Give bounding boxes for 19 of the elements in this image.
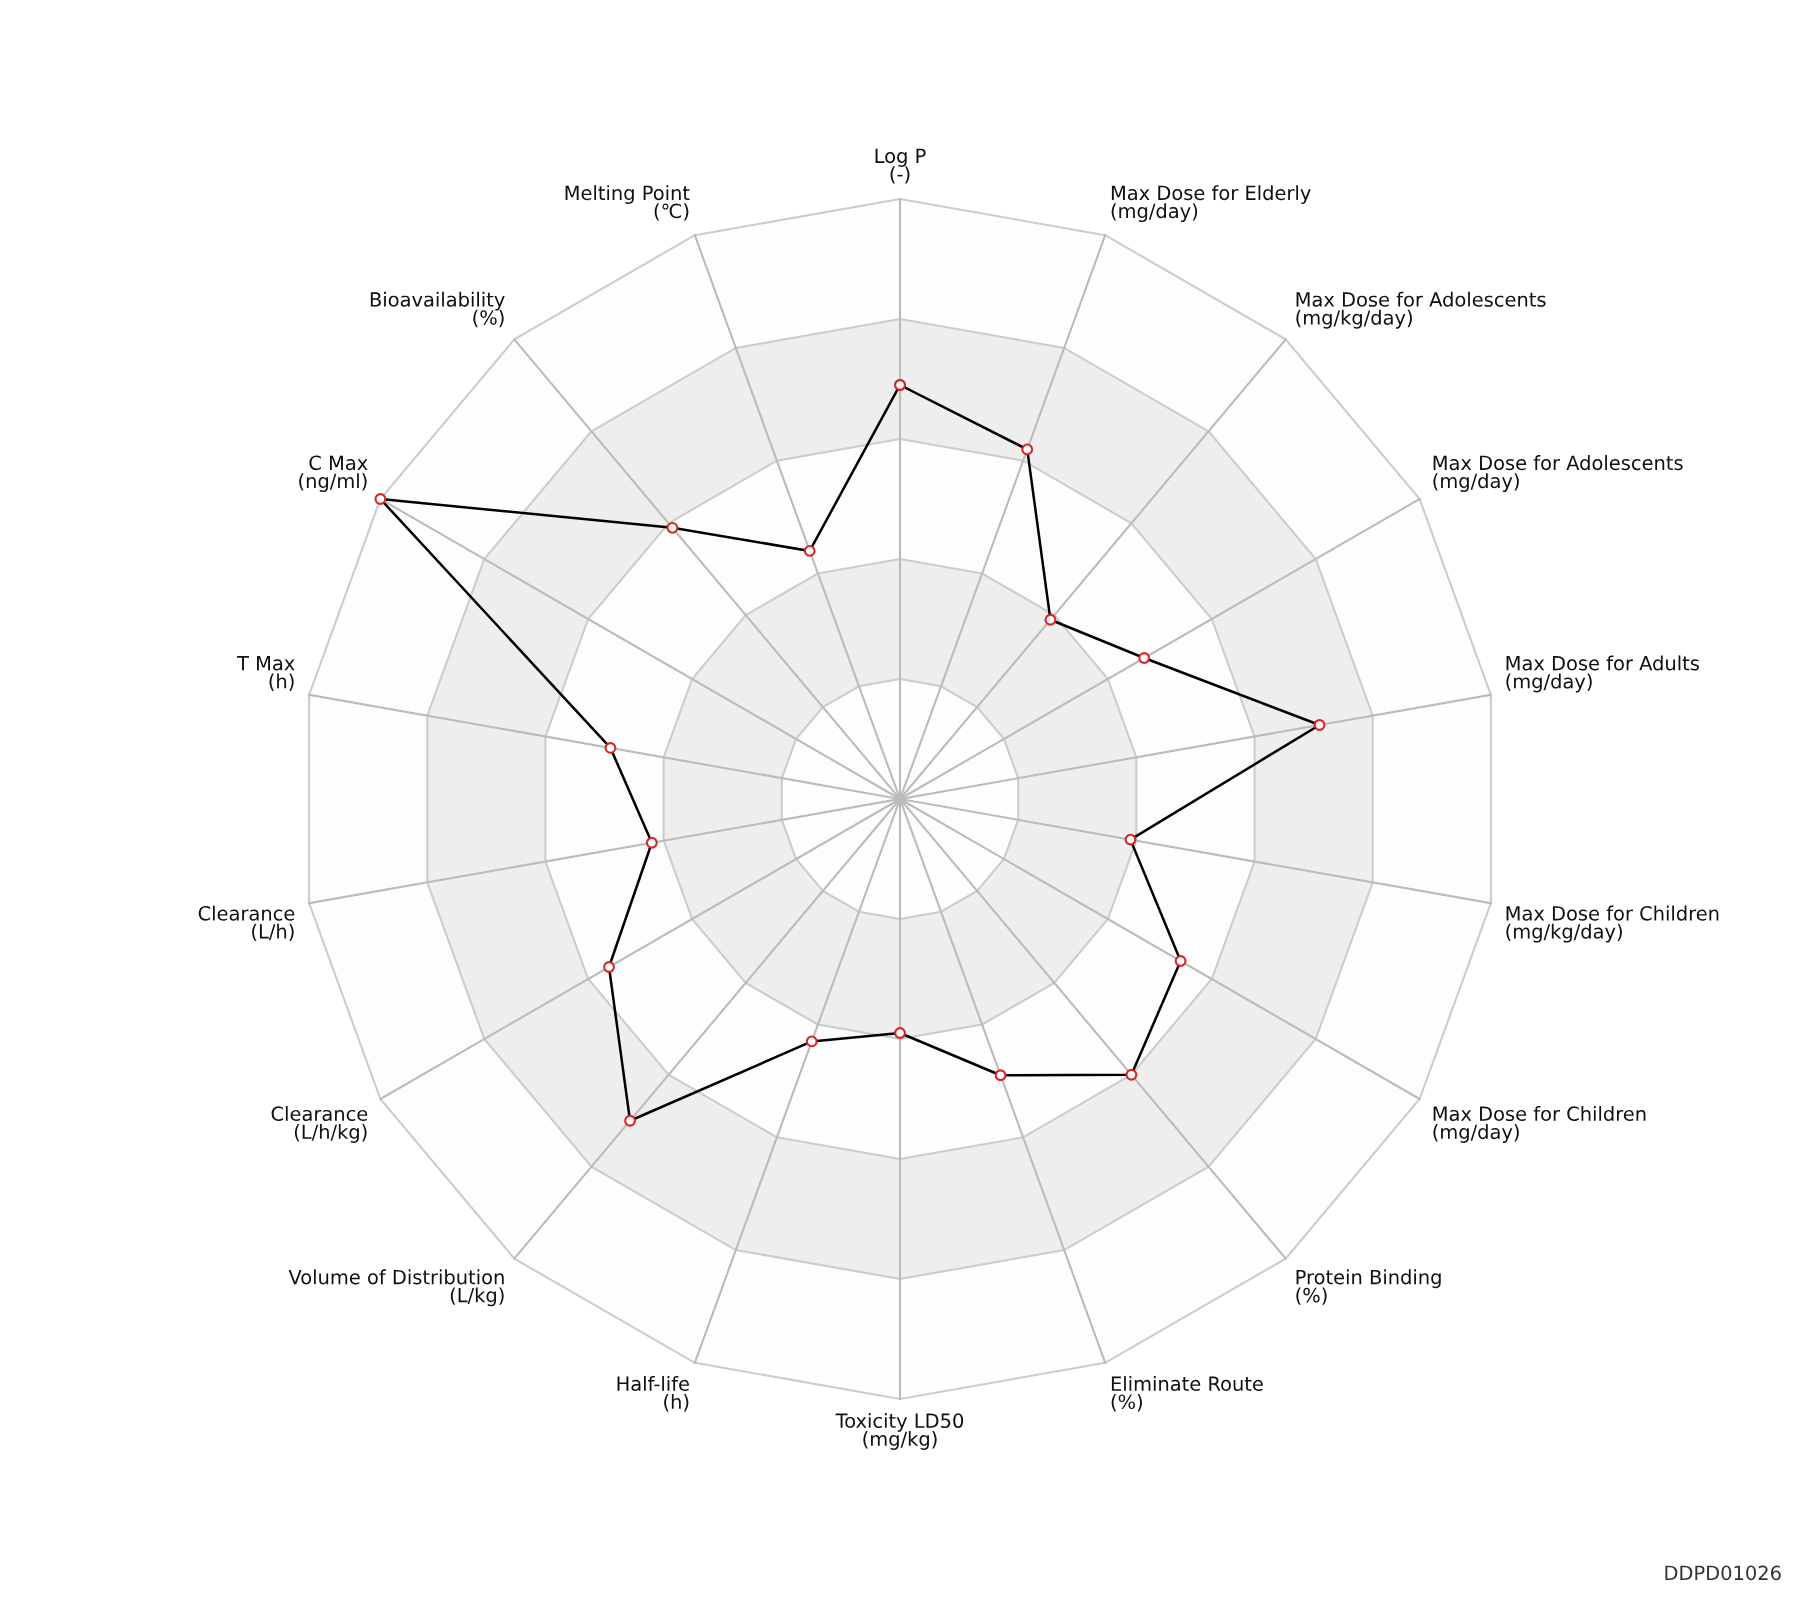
spoke-label: Clearance (L/h/kg): [271, 1106, 368, 1143]
spoke-label: Max Dose for Elderly (mg/day): [1111, 185, 1311, 223]
spoke-label: Max Dose for Adolescents (mg/kg/day): [1296, 291, 1546, 329]
spoke-label: Volume of Distribution (L/kg): [288, 1269, 504, 1307]
spoke-label: Melting Point (℃): [565, 185, 690, 221]
spoke-label: Protein Binding (%): [1296, 1269, 1441, 1305]
spoke-label: Bioavailability (%): [370, 291, 505, 328]
spoke-label: Max Dose for Children (mg/day): [1433, 1106, 1646, 1143]
spoke-label: Max Dose for Children (mg/kg/day): [1506, 905, 1719, 943]
spoke-label: Max Dose for Adolescents (mg/day): [1433, 455, 1683, 492]
spoke-label: T Max (h): [237, 656, 295, 691]
spoke-label: Toxicity LD50 (mg/kg): [835, 1413, 964, 1450]
spoke-label: Max Dose for Adults (mg/day): [1506, 655, 1699, 693]
text: DDPD01026: [1665, 1565, 1781, 1581]
spoke-label: Clearance (L/h): [198, 905, 295, 942]
spoke-label: C Max (ng/ml): [299, 455, 368, 492]
spoke-label: Half-life (h): [617, 1375, 689, 1412]
spoke-label: Eliminate Route (%): [1111, 1375, 1263, 1412]
spoke-label: Log P (-): [875, 148, 926, 184]
